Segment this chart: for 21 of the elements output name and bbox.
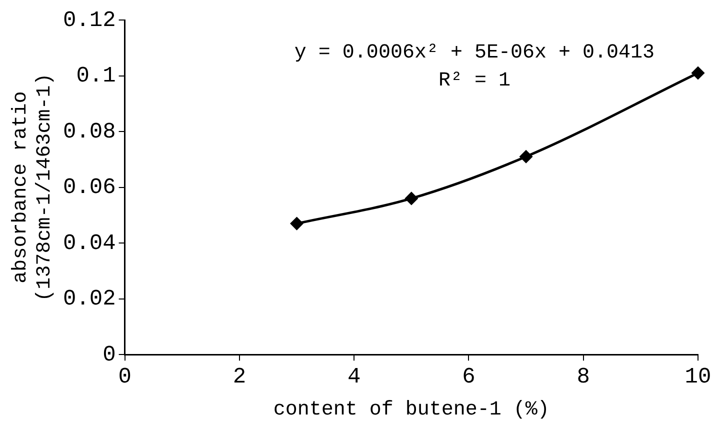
y-axis-title: absorbance ratio (1378cm-1/1463cm-1) xyxy=(9,73,56,302)
x-tick-label: 4 xyxy=(347,364,361,390)
x-tick-label: 2 xyxy=(232,364,246,390)
annotation: R² = 1 xyxy=(438,69,510,92)
x-tick-label: 0 xyxy=(118,364,132,390)
y-tick-label: 0 xyxy=(102,342,116,368)
x-tick-label: 10 xyxy=(684,364,712,390)
x-axis-title: content of butene-1 (%) xyxy=(273,398,550,422)
y-tick-label: 0.06 xyxy=(62,175,116,200)
y-tick-label: 0.1 xyxy=(76,64,116,89)
y-tick-label: 0.08 xyxy=(62,119,116,144)
y-tick-label: 0.02 xyxy=(62,286,116,312)
point xyxy=(405,192,418,205)
point xyxy=(692,66,704,80)
x-tick-label: 6 xyxy=(462,364,476,390)
x-tick-label: 8 xyxy=(576,364,590,390)
point xyxy=(520,150,532,163)
point xyxy=(290,217,304,230)
annotation: y = 0.0006x² + 5E-06x + 0.0413 xyxy=(294,41,654,64)
y-tick-label: 0.12 xyxy=(62,8,116,33)
y-tick-label: 0.04 xyxy=(62,230,116,256)
